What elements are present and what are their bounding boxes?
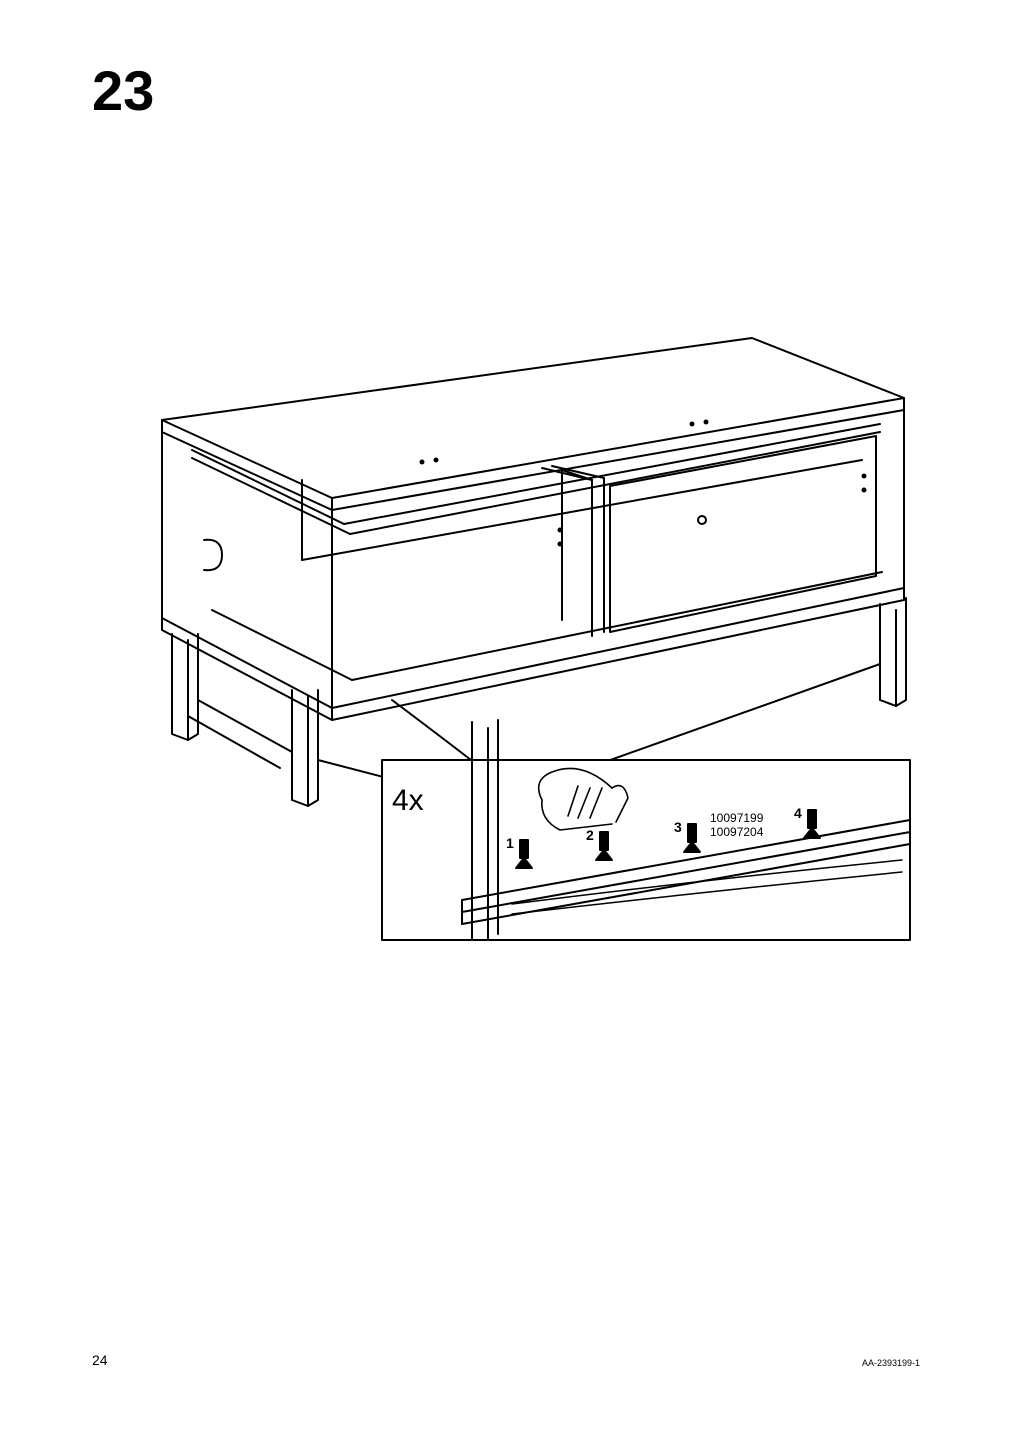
assembly-illustration: 4x 1 2 3 4 10097199 10097204 xyxy=(92,320,920,960)
quantity-label: 4x xyxy=(392,784,424,817)
arrow-label-4: 4 xyxy=(794,805,802,821)
part-number-1: 10097199 xyxy=(710,811,764,825)
page-container: 23 xyxy=(0,0,1012,1432)
step-number: 23 xyxy=(92,58,154,123)
arrow-label-3: 3 xyxy=(674,819,682,835)
part-number-2: 10097204 xyxy=(710,825,764,839)
arrow-label-2: 2 xyxy=(586,827,594,843)
document-id: AA-2393199-1 xyxy=(862,1358,920,1368)
page-number: 24 xyxy=(92,1352,108,1368)
arrow-label-1: 1 xyxy=(506,835,514,851)
